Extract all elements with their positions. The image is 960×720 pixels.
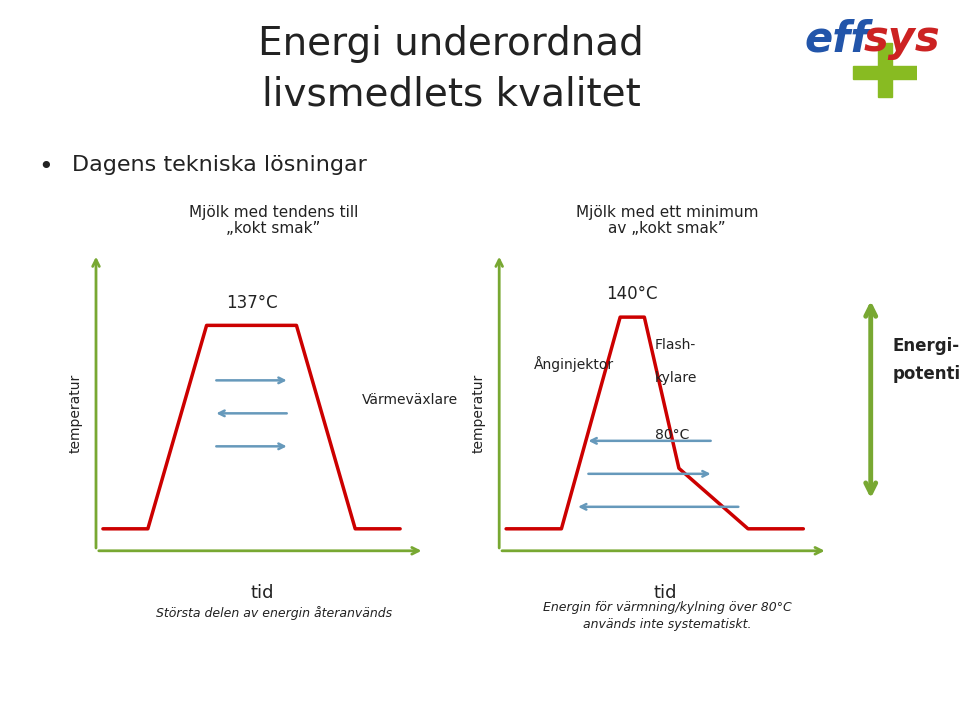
Text: av „kokt smak”: av „kokt smak” xyxy=(609,221,726,236)
Text: Mjölk med ett minimum: Mjölk med ett minimum xyxy=(576,204,758,220)
Text: temperatur: temperatur xyxy=(471,374,486,453)
Text: •: • xyxy=(38,155,53,179)
Text: tid: tid xyxy=(654,584,677,602)
Text: eff: eff xyxy=(804,18,869,60)
Bar xyxy=(853,66,917,79)
Bar xyxy=(878,43,892,97)
Text: 80°C: 80°C xyxy=(655,428,689,442)
Text: Största delen av energin återanvänds: Största delen av energin återanvänds xyxy=(156,606,392,620)
Text: används inte systematiskt.: används inte systematiskt. xyxy=(583,618,752,631)
Text: tid: tid xyxy=(251,584,274,602)
Text: Energin för värmning/kylning över 80°C: Energin för värmning/kylning över 80°C xyxy=(542,601,792,614)
Text: Energi underordnad: Energi underordnad xyxy=(258,25,644,63)
Text: kylare: kylare xyxy=(655,371,697,384)
Text: Ånginjektor: Ånginjektor xyxy=(534,356,613,372)
Text: 140°C: 140°C xyxy=(607,285,658,303)
Text: Värmeväxlare: Värmeväxlare xyxy=(362,392,458,407)
Text: Flash-: Flash- xyxy=(655,338,696,351)
Text: 137°C: 137°C xyxy=(226,294,277,312)
Text: Mjölk med tendens till: Mjölk med tendens till xyxy=(189,204,358,220)
Text: potential: potential xyxy=(893,366,960,383)
Text: temperatur: temperatur xyxy=(68,374,83,453)
Text: Energi-: Energi- xyxy=(893,336,960,354)
Text: livsmedlets kvalitet: livsmedlets kvalitet xyxy=(262,76,640,114)
Text: „kokt smak”: „kokt smak” xyxy=(227,221,321,236)
Text: Dagens tekniska lösningar: Dagens tekniska lösningar xyxy=(72,155,367,175)
Text: sys: sys xyxy=(864,18,941,60)
